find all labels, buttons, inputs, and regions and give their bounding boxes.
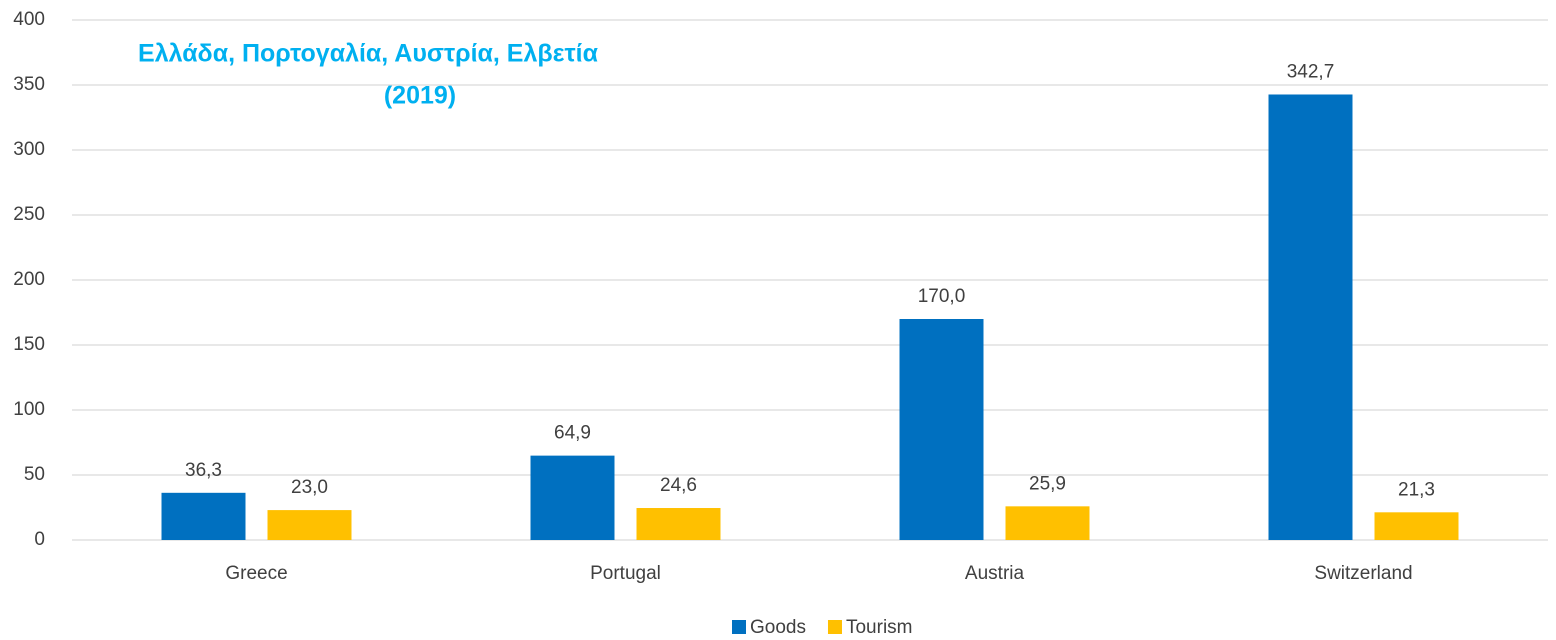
chart-title: (2019) — [384, 82, 456, 110]
value-label: 170,0 — [918, 286, 966, 307]
bar — [1374, 512, 1459, 540]
y-tick-label: 200 — [13, 269, 45, 290]
y-tick-label: 350 — [13, 74, 45, 95]
y-tick-label: 300 — [13, 139, 45, 160]
y-tick-label: 50 — [24, 464, 45, 485]
bar — [530, 455, 615, 540]
legend-swatch — [732, 620, 746, 634]
bar — [1005, 506, 1090, 540]
value-label: 36,3 — [185, 460, 222, 481]
y-tick-label: 250 — [13, 204, 45, 225]
y-tick-label: 150 — [13, 334, 45, 355]
value-label: 64,9 — [554, 423, 591, 444]
bar — [636, 508, 721, 540]
bar — [161, 492, 246, 540]
chart-title: Ελλάδα, Πορτογαλία, Αυστρία, Ελβετία — [138, 40, 599, 68]
x-tick-label: Switzerland — [1314, 563, 1412, 584]
y-tick-label: 100 — [13, 399, 45, 420]
legend-swatch — [827, 620, 842, 634]
bar — [899, 319, 984, 540]
value-label: 23,0 — [291, 477, 328, 498]
legend-label: Tourism — [846, 617, 913, 638]
value-label: 21,3 — [1398, 479, 1435, 500]
legend-label: Goods — [750, 617, 806, 638]
x-tick-label: Greece — [225, 563, 287, 584]
x-tick-label: Austria — [965, 563, 1025, 584]
y-tick-label: 400 — [13, 9, 45, 30]
value-label: 25,9 — [1029, 473, 1066, 494]
y-tick-label: 0 — [34, 529, 45, 550]
bar — [1268, 94, 1353, 541]
value-label: 342,7 — [1287, 62, 1335, 83]
bar — [267, 510, 352, 540]
x-tick-label: Portugal — [590, 563, 661, 584]
value-label: 24,6 — [660, 475, 697, 496]
